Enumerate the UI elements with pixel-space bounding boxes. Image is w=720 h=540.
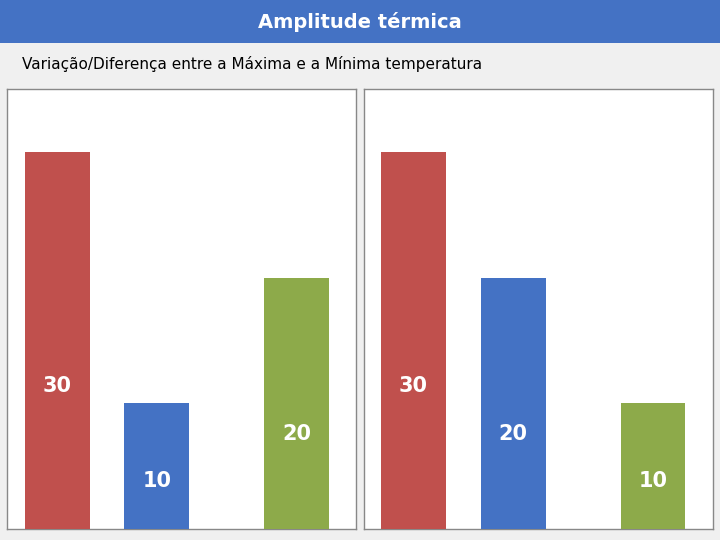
Bar xyxy=(621,403,685,529)
Text: 10: 10 xyxy=(143,471,171,491)
Text: 30: 30 xyxy=(42,376,71,396)
Bar xyxy=(125,403,189,529)
Bar xyxy=(481,278,546,529)
Bar xyxy=(24,152,89,529)
Bar xyxy=(381,152,446,529)
Text: 30: 30 xyxy=(399,376,428,396)
Text: 10: 10 xyxy=(639,471,667,491)
Text: Variação/Diferença entre a Máxima e a Mínima temperatura: Variação/Diferença entre a Máxima e a Mí… xyxy=(22,56,482,72)
Bar xyxy=(264,278,329,529)
Text: 20: 20 xyxy=(282,424,311,444)
Text: 20: 20 xyxy=(499,424,528,444)
Text: Amplitude térmica: Amplitude térmica xyxy=(258,11,462,32)
